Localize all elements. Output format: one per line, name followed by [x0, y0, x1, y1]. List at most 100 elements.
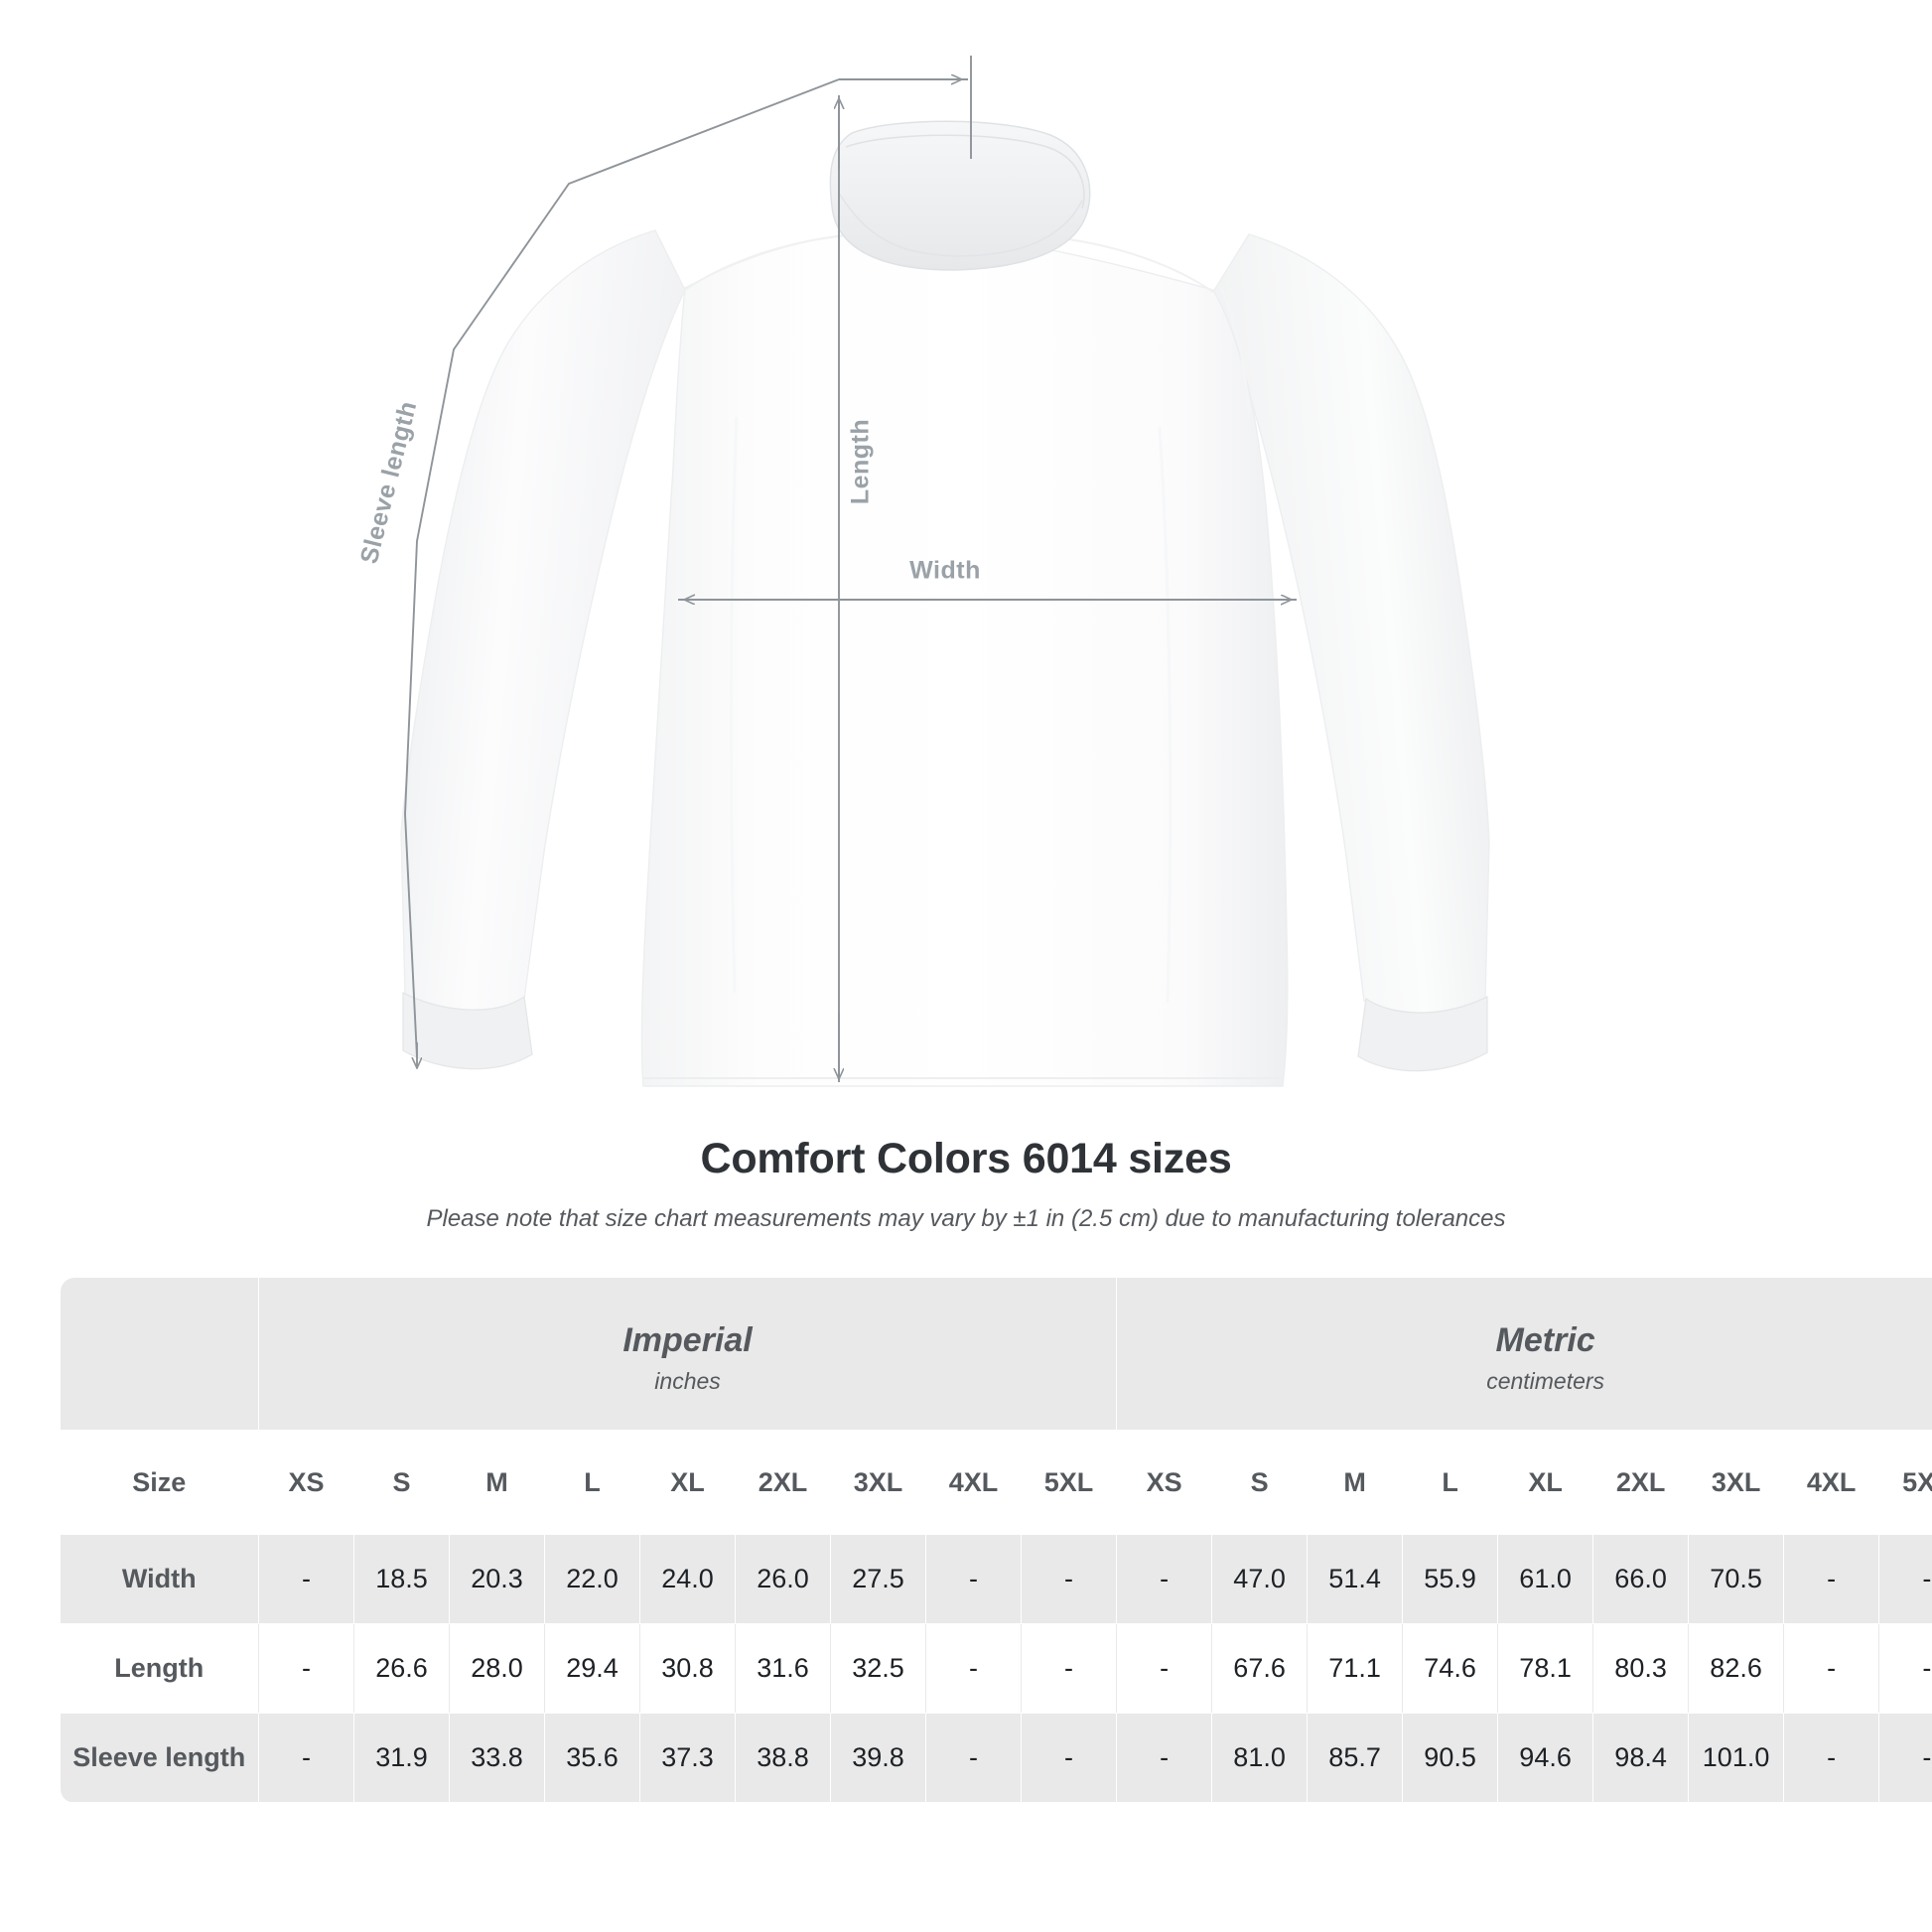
table-cell: -: [1878, 1534, 1932, 1624]
title-block: Comfort Colors 6014 sizes Please note th…: [0, 1135, 1932, 1233]
unit-header-row: Imperial inches Metric centimeters: [60, 1277, 1932, 1431]
table-cell: -: [1020, 1623, 1118, 1714]
sleeve-dimension-line: [404, 78, 840, 1058]
table-cell: 30.8: [639, 1623, 736, 1714]
table-cell: 39.8: [830, 1713, 926, 1803]
size-header-m: M: [1307, 1430, 1404, 1535]
table-cell: 31.6: [735, 1623, 831, 1714]
table-cell: 94.6: [1497, 1713, 1594, 1803]
width-label: Width: [909, 556, 981, 585]
shirt-diagram-svg: [400, 56, 1490, 1087]
table-cell: 26.0: [735, 1534, 831, 1624]
unit-imperial-name: Imperial: [622, 1320, 753, 1359]
size-header-5xl: 5XL: [1878, 1430, 1932, 1535]
size-header-2xl: 2XL: [1592, 1430, 1690, 1535]
length-label: Length: [846, 418, 875, 505]
table-cell: 24.0: [639, 1534, 736, 1624]
table-row: Sleeve length -31.9 33.8 35.6 37.3 38.8 39.8- -…: [60, 1713, 1932, 1803]
size-header-xl: XL: [1497, 1430, 1594, 1535]
table-cell: 85.7: [1307, 1713, 1404, 1803]
table-cell: -: [1783, 1713, 1880, 1803]
table-cell: 70.5: [1688, 1534, 1785, 1624]
table-cell: 101.0: [1688, 1713, 1785, 1803]
size-chart-table-wrapper: Imperial inches Metric centimeters Size X…: [60, 1277, 1932, 1803]
table-cell: 29.4: [544, 1623, 640, 1714]
unit-imperial-cell: Imperial inches: [257, 1277, 1118, 1431]
table-cell: 98.4: [1592, 1713, 1690, 1803]
dimension-lines: [404, 56, 1297, 1082]
table-cell: 28.0: [449, 1623, 545, 1714]
size-header-5xl: 5XL: [1020, 1430, 1118, 1535]
size-header-label: Size: [60, 1430, 259, 1535]
table-cell: 55.9: [1402, 1534, 1499, 1624]
page-subtitle: Please note that size chart measurements…: [426, 1205, 1506, 1232]
row-label-sleeve-length: Sleeve length: [60, 1713, 259, 1803]
table-cell: 18.5: [353, 1534, 450, 1624]
table-cell: -: [1878, 1623, 1932, 1714]
table-cell: 32.5: [830, 1623, 926, 1714]
size-header-s: S: [353, 1430, 450, 1535]
size-header-2xl: 2XL: [735, 1430, 831, 1535]
table-cell: -: [258, 1534, 354, 1624]
table-cell: 47.0: [1211, 1534, 1309, 1624]
size-header-3xl: 3XL: [1688, 1430, 1785, 1535]
table-cell: 80.3: [1592, 1623, 1690, 1714]
size-header-4xl: 4XL: [1783, 1430, 1880, 1535]
row-label-length: Length: [60, 1623, 259, 1714]
table-cell: 31.9: [353, 1713, 450, 1803]
table-cell: -: [1020, 1534, 1118, 1624]
table-cell: 82.6: [1688, 1623, 1785, 1714]
size-header-m: M: [449, 1430, 545, 1535]
unit-corner-cell: [60, 1277, 259, 1431]
table-cell: -: [258, 1623, 354, 1714]
table-cell: 22.0: [544, 1534, 640, 1624]
table-row: Length -26.6 28.0 29.4 30.8 31.6 32.5- - -67.6 71…: [60, 1623, 1932, 1714]
page-title: Comfort Colors 6014 sizes: [700, 1135, 1232, 1182]
size-header-xl: XL: [639, 1430, 736, 1535]
table-cell: -: [925, 1713, 1022, 1803]
size-header-l: L: [544, 1430, 640, 1535]
size-header-l: L: [1402, 1430, 1499, 1535]
table-cell: -: [1116, 1713, 1213, 1803]
table-cell: 26.6: [353, 1623, 450, 1714]
shirt-artwork: [400, 120, 1490, 1087]
table-cell: 71.1: [1307, 1623, 1404, 1714]
unit-metric-cell: Metric centimeters: [1116, 1277, 1932, 1431]
table-cell: -: [1878, 1713, 1932, 1803]
table-cell: 27.5: [830, 1534, 926, 1624]
size-header-3xl: 3XL: [830, 1430, 926, 1535]
table-cell: -: [1020, 1713, 1118, 1803]
table-cell: 67.6: [1211, 1623, 1309, 1714]
table-cell: 90.5: [1402, 1713, 1499, 1803]
size-header-row: Size XS S M L XL 2XL 3XL 4XL 5XL XS S M L XL 2XL 3XL 4XL 5…: [60, 1430, 1932, 1535]
table-cell: 33.8: [449, 1713, 545, 1803]
size-header-xs: XS: [258, 1430, 354, 1535]
table-cell: 78.1: [1497, 1623, 1594, 1714]
unit-imperial-sub: inches: [654, 1368, 721, 1395]
table-cell: 20.3: [449, 1534, 545, 1624]
table-cell: -: [1783, 1623, 1880, 1714]
table-cell: -: [1116, 1534, 1213, 1624]
table-cell: 35.6: [544, 1713, 640, 1803]
table-cell: 66.0: [1592, 1534, 1690, 1624]
table-cell: -: [1783, 1534, 1880, 1624]
row-label-width: Width: [60, 1534, 259, 1624]
table-cell: -: [258, 1713, 354, 1803]
table-cell: -: [925, 1534, 1022, 1624]
unit-metric-sub: centimeters: [1486, 1368, 1605, 1395]
table-cell: -: [1116, 1623, 1213, 1714]
size-header-s: S: [1211, 1430, 1309, 1535]
table-cell: 38.8: [735, 1713, 831, 1803]
table-cell: 61.0: [1497, 1534, 1594, 1624]
table-cell: 81.0: [1211, 1713, 1309, 1803]
table-row: Width -18.5 20.3 22.0 24.0 26.0 27.5- - -47.0 51.…: [60, 1534, 1932, 1624]
table-cell: 74.6: [1402, 1623, 1499, 1714]
size-chart-table: Imperial inches Metric centimeters Size X…: [60, 1277, 1932, 1803]
size-header-4xl: 4XL: [925, 1430, 1022, 1535]
garment-illustration: Sleeve length Length Width: [354, 56, 1490, 1087]
size-header-xs: XS: [1116, 1430, 1213, 1535]
table-cell: -: [925, 1623, 1022, 1714]
table-cell: 51.4: [1307, 1534, 1404, 1624]
unit-metric-name: Metric: [1495, 1320, 1595, 1359]
table-cell: 37.3: [639, 1713, 736, 1803]
